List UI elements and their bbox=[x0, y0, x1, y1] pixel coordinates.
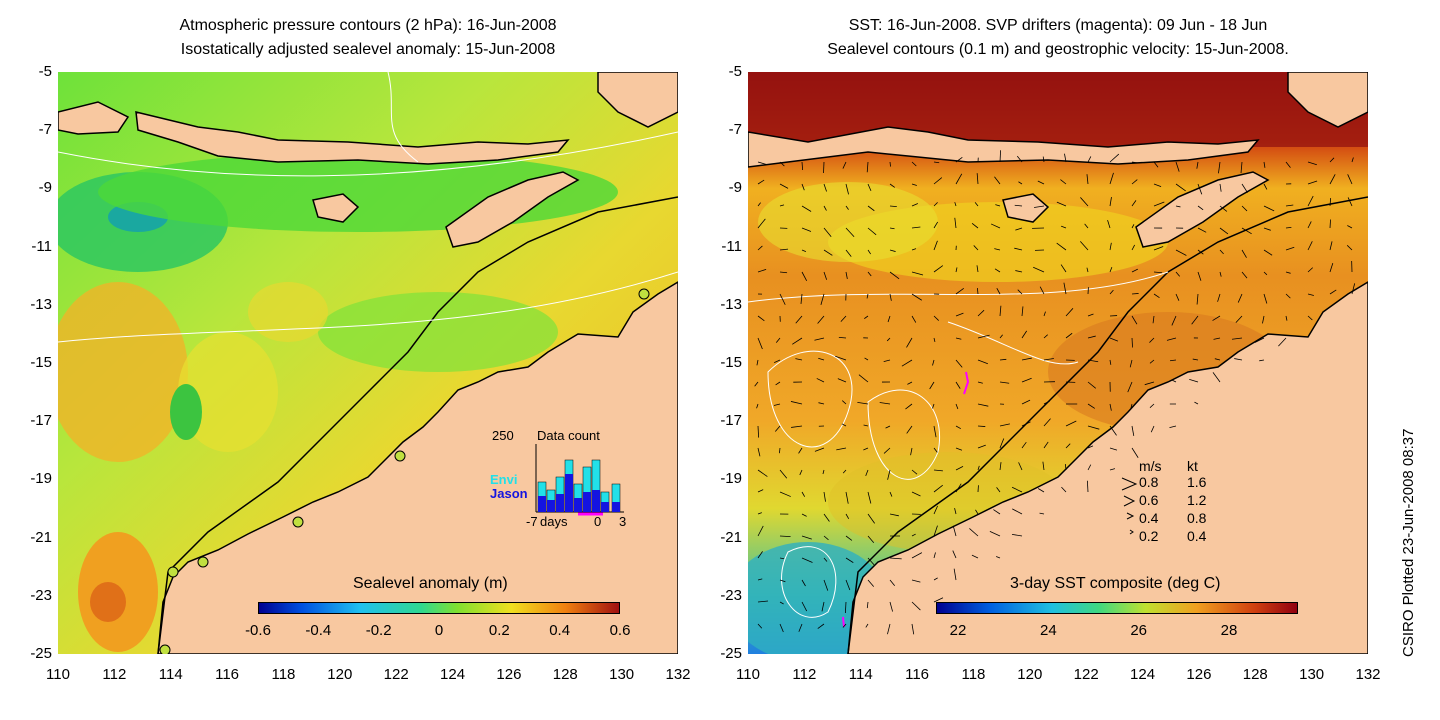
left-y-tick: -21 bbox=[30, 528, 52, 546]
left-y-tick: -23 bbox=[30, 586, 52, 604]
colorbar-tick-label: -0.6 bbox=[245, 622, 271, 639]
left-x-tick: 118 bbox=[271, 666, 296, 683]
left-x-tick: 128 bbox=[552, 666, 578, 683]
colorbar-tick-label: 28 bbox=[1220, 622, 1238, 639]
right-x-tick: 120 bbox=[1017, 666, 1043, 683]
left-x-tick: 112 bbox=[102, 666, 127, 683]
left-y-tick: -17 bbox=[30, 412, 52, 430]
colorbar-tick-label: -0.4 bbox=[305, 622, 332, 639]
colorbar-tick-label: 0 bbox=[434, 622, 444, 639]
right-y-tick: -13 bbox=[720, 295, 742, 313]
right-y-tick: -7 bbox=[728, 121, 742, 139]
left-y-tick: -25 bbox=[30, 645, 52, 662]
inset-xtick-days: days bbox=[540, 514, 568, 529]
velocity-legend-ms: 0.4 bbox=[1139, 510, 1159, 526]
left-title-line2: Isostatically adjusted sealevel anomaly:… bbox=[180, 41, 556, 58]
right-x-tick: 128 bbox=[1242, 666, 1268, 683]
colorbar-tick-label: 22 bbox=[949, 622, 967, 639]
inset-xtick-minus7: -7 bbox=[526, 514, 538, 529]
flores-sea-land bbox=[58, 101, 130, 135]
right-colorbar-title: 3-day SST composite (deg C) bbox=[1010, 575, 1221, 592]
right-title-line2: Sealevel contours (0.1 m) and geostrophi… bbox=[827, 41, 1289, 58]
inset-max-label: 250 bbox=[492, 428, 514, 443]
right-y-tick: -19 bbox=[720, 470, 742, 488]
right-x-tick: 118 bbox=[961, 666, 986, 683]
right-x-tick: 124 bbox=[1130, 666, 1156, 683]
left-y-tick: -15 bbox=[30, 354, 52, 371]
velocity-legend-ms: 0.2 bbox=[1139, 528, 1159, 544]
left-y-tick: -13 bbox=[30, 295, 52, 313]
inset-series-envi: Envi bbox=[490, 472, 518, 487]
sumba-island bbox=[312, 193, 360, 223]
velocity-legend-kt: 1.2 bbox=[1187, 492, 1207, 508]
right-x-tick: 114 bbox=[848, 666, 873, 683]
data-count-inset bbox=[535, 444, 624, 516]
velocity-legend-header-kt: kt bbox=[1187, 458, 1198, 474]
colorbar-tick-label: 0.2 bbox=[488, 622, 510, 639]
velocity-legend-header-ms: m/s bbox=[1139, 458, 1162, 474]
left-colorbar bbox=[258, 602, 620, 614]
right-x-tick: 116 bbox=[905, 666, 930, 683]
left-y-tick: -19 bbox=[30, 470, 52, 488]
velocity-legend-kt: 1.6 bbox=[1187, 474, 1207, 490]
velocity-legend-arrows bbox=[1121, 477, 1138, 535]
right-y-tick: -21 bbox=[720, 528, 742, 546]
lesser-sunda-islands bbox=[135, 111, 570, 165]
left-x-tick: 122 bbox=[383, 666, 409, 683]
timor-island bbox=[445, 171, 580, 248]
left-y-tick: -7 bbox=[38, 121, 52, 139]
right-y-tick: -11 bbox=[721, 237, 742, 255]
left-x-tick: 116 bbox=[215, 666, 240, 683]
australia-land-sst bbox=[847, 281, 1368, 654]
colorbar-tick-label: 0.4 bbox=[549, 622, 571, 639]
colorbar-tick-label: 24 bbox=[1039, 622, 1057, 639]
left-x-tick: 110 bbox=[46, 666, 70, 683]
left-colorbar-title: Sealevel anomaly (m) bbox=[353, 575, 508, 592]
colorbar-tick-label: -0.2 bbox=[365, 622, 392, 639]
left-x-tick: 132 bbox=[665, 666, 691, 683]
right-x-tick: 126 bbox=[1186, 666, 1212, 683]
right-x-tick: 122 bbox=[1073, 666, 1099, 683]
inset-xtick-0: 0 bbox=[594, 514, 602, 529]
right-y-tick: -23 bbox=[720, 586, 742, 604]
left-x-tick: 130 bbox=[609, 666, 635, 683]
right-x-tick: 112 bbox=[792, 666, 817, 683]
left-x-tick: 126 bbox=[496, 666, 522, 683]
left-y-tick: -9 bbox=[38, 179, 52, 197]
right-y-tick: -9 bbox=[728, 179, 742, 197]
left-x-tick: 124 bbox=[440, 666, 466, 683]
right-x-tick: 132 bbox=[1355, 666, 1381, 683]
inset-xtick-3: 3 bbox=[619, 514, 627, 529]
right-y-tick: -15 bbox=[720, 354, 742, 371]
colorbar-tick-label: 0.6 bbox=[609, 622, 631, 639]
right-x-tick: 110 bbox=[736, 666, 760, 683]
velocity-legend-ms: 0.8 bbox=[1139, 474, 1159, 490]
left-x-tick: 120 bbox=[327, 666, 353, 683]
credit-text: CSIRO Plotted 23-Jun-2008 08:37 bbox=[1400, 428, 1417, 657]
left-title-line1: Atmospheric pressure contours (2 hPa): 1… bbox=[179, 17, 557, 34]
left-y-tick: -11 bbox=[31, 237, 52, 255]
right-colorbar bbox=[936, 602, 1298, 614]
velocity-legend-ms: 0.6 bbox=[1139, 492, 1159, 508]
right-y-tick: -25 bbox=[720, 645, 742, 662]
right-x-tick: 130 bbox=[1299, 666, 1325, 683]
velocity-legend-kt: 0.4 bbox=[1187, 528, 1207, 544]
inset-series-jason: Jason bbox=[490, 486, 528, 501]
colorbar-tick-label: 26 bbox=[1130, 622, 1147, 639]
inset-title: Data count bbox=[537, 428, 600, 443]
velocity-legend-kt: 0.8 bbox=[1187, 510, 1207, 526]
right-y-tick: -17 bbox=[720, 412, 742, 430]
right-title-line1: SST: 16-Jun-2008. SVP drifters (magenta)… bbox=[848, 17, 1268, 34]
left-y-tick: -5 bbox=[38, 63, 52, 80]
left-x-tick: 114 bbox=[158, 666, 183, 683]
sealevel-anomaly-map bbox=[58, 72, 678, 654]
sst-map bbox=[748, 72, 1368, 654]
right-y-tick: -5 bbox=[728, 63, 742, 80]
